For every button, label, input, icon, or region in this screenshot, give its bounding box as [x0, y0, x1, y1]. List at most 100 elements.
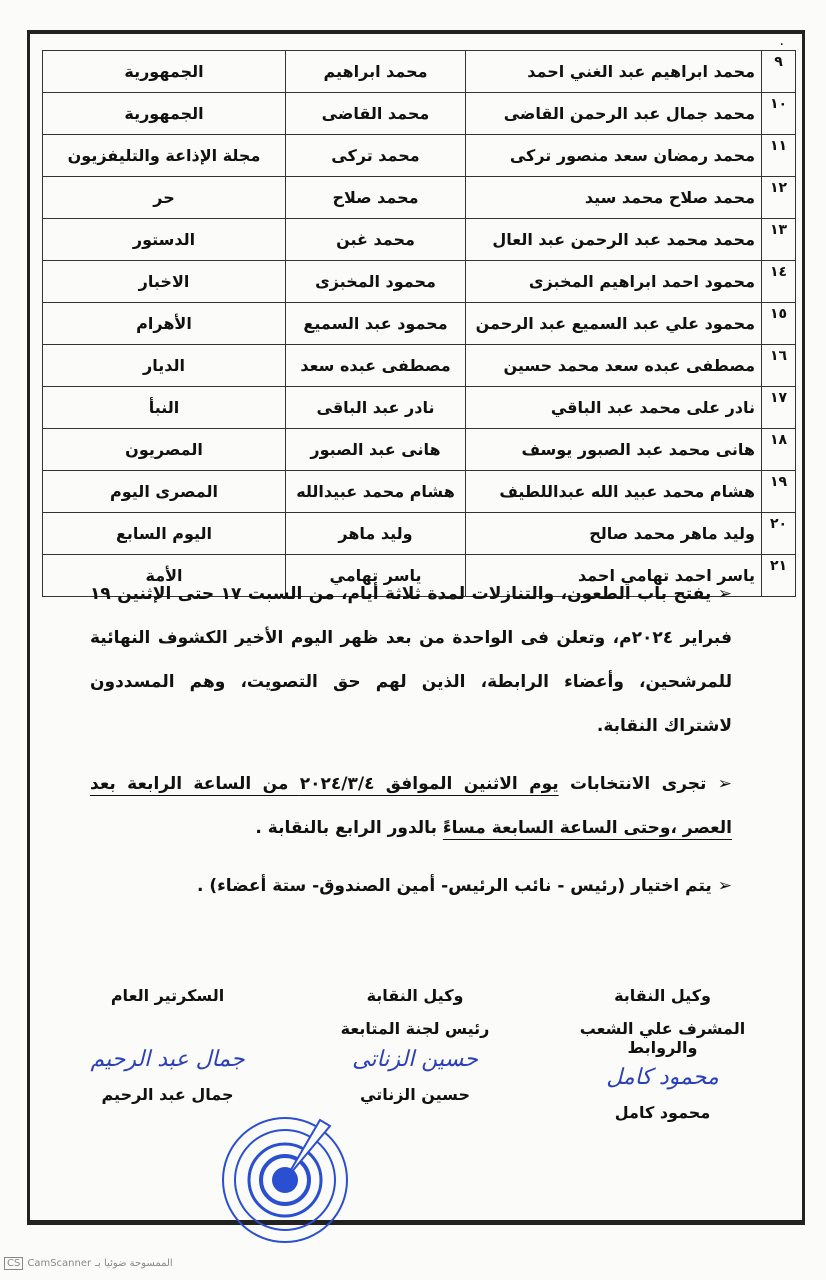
bullet-icon: ➢: [717, 584, 732, 604]
table-row: ١١ محمد رمضان سعد منصور تركى محمد تركى مجلة…: [42, 134, 796, 177]
signature-role: رئيس لجنة المتابعة: [340, 1019, 490, 1038]
full-name: ياسر احمد تهامي احمد: [465, 554, 762, 597]
short-name: هشام محمد عبيدالله: [285, 470, 466, 513]
newspaper: الدستور: [42, 218, 286, 261]
note-3: ➢ يتم اختيار (رئيس - نائب الرئيس- أمين ا…: [90, 864, 732, 908]
newspaper: المصريون: [42, 428, 286, 471]
document-frame: [27, 30, 805, 1225]
note-2: ➢ تجرى الانتخابات يوم الاثنين الموافق ٢٠…: [90, 762, 732, 850]
row-number: ١٩: [761, 470, 796, 513]
table-row: ١٠ محمد جمال عبد الرحمن القاضى محمد القاضى…: [42, 92, 796, 135]
handwritten-signature-2: حسين الزناتى: [352, 1047, 478, 1072]
short-name: محمد صلاح: [285, 176, 466, 219]
note-3-text: يتم اختيار (رئيس - نائب الرئيس- أمين الص…: [196, 876, 712, 896]
full-name: محمود احمد ابراهيم المخبزى: [465, 260, 762, 303]
newspaper: الاخبار: [42, 260, 286, 303]
candidates-table: ٩ محمد ابراهيم عبد الغني احمد محمد ابراهيم…: [42, 50, 796, 597]
short-name: مصطفى عبده سعد: [285, 344, 466, 387]
row-number: ١١: [761, 134, 796, 177]
handwritten-signature-1: محمود كامل: [606, 1065, 719, 1090]
short-name: وليد ماهر: [285, 512, 466, 555]
row-number: ٢١: [761, 554, 796, 597]
syndicate-stamp-icon: [222, 1117, 348, 1243]
signatures-row: السكرتير العام جمال عبد الرحيم جمال عبد …: [50, 986, 780, 1122]
table-row: ٩ محمد ابراهيم عبد الغني احمد محمد ابراهيم…: [42, 50, 796, 93]
newspaper: الجمهورية: [42, 50, 286, 93]
full-name: محمد صلاح محمد سيد: [465, 176, 762, 219]
signature-block-3: السكرتير العام جمال عبد الرحيم جمال عبد …: [50, 986, 285, 1122]
signature-title: وكيل النقابة: [366, 986, 464, 1005]
short-name: محمود المخبزى: [285, 260, 466, 303]
full-name: محمد ابراهيم عبد الغني احمد: [465, 50, 762, 93]
camscanner-caption: الممسوحة ضوئيا بـ: [95, 1258, 173, 1269]
page-mark: ٠: [778, 36, 786, 52]
signature-name: جمال عبد الرحيم: [101, 1085, 234, 1104]
notes-section: ➢ يفتح باب الطعون، والتنازلات لمدة ثلاثة…: [90, 572, 732, 922]
newspaper: الجمهورية: [42, 92, 286, 135]
short-name: محمود عبد السميع: [285, 302, 466, 345]
row-number: ١٨: [761, 428, 796, 471]
table-row: ٢١ ياسر احمد تهامي احمد ياسر تهامي الأمة: [42, 554, 796, 597]
full-name: نادر على محمد عبد الباقي: [465, 386, 762, 429]
signature-title: وكيل النقابة: [614, 986, 711, 1005]
bullet-icon: ➢: [717, 774, 733, 794]
table-row: ١٥ محمود علي عبد السميع عبد الرحمن محمود ع…: [42, 302, 796, 345]
short-name: محمد تركى: [285, 134, 466, 177]
full-name: محمد رمضان سعد منصور تركى: [465, 134, 762, 177]
full-name: وليد ماهر محمد صالح: [465, 512, 762, 555]
note-2-text-c: بالدور الرابع بالنقابة .: [255, 818, 443, 838]
table-row: ١٦ مصطفى عبده سعد محمد حسين مصطفى عبده سعد…: [42, 344, 796, 387]
handwritten-signature-3: جمال عبد الرحيم: [90, 1047, 245, 1072]
table-row: ١٢ محمد صلاح محمد سيد محمد صلاح حر: [42, 176, 796, 219]
row-number: ١٥: [761, 302, 796, 345]
scanner-watermark: CS CamScanner الممسوحة ضوئيا بـ: [4, 1257, 173, 1270]
newspaper: حر: [42, 176, 286, 219]
row-number: ١٠: [761, 92, 796, 135]
note-1-text: يفتح باب الطعون، والتنازلات لمدة ثلاثة أ…: [90, 584, 732, 736]
row-number: ١٤: [761, 260, 796, 303]
row-number: ٩: [761, 50, 796, 93]
newspaper: الأهرام: [42, 302, 286, 345]
table-row: ١٤ محمود احمد ابراهيم المخبزى محمود المخبز…: [42, 260, 796, 303]
signature-role: المشرف علي الشعب والروابط: [579, 1019, 746, 1057]
table-row: ١٣ محمد محمد عبد الرحمن عبد العال محمد غبن…: [42, 218, 796, 261]
note-2-underlined: يوم الاثنين الموافق ٢٠٢٤/٣/٤ من الساعة ا…: [90, 774, 732, 838]
table-row: ١٨ هانى محمد عبد الصبور يوسف هانى عبد الصب…: [42, 428, 796, 471]
newspaper: اليوم السابع: [42, 512, 286, 555]
short-name: محمد غبن: [285, 218, 466, 261]
note-1: ➢ يفتح باب الطعون، والتنازلات لمدة ثلاثة…: [90, 572, 732, 748]
full-name: محمود علي عبد السميع عبد الرحمن: [465, 302, 762, 345]
full-name: هانى محمد عبد الصبور يوسف: [465, 428, 762, 471]
newspaper: النبأ: [42, 386, 286, 429]
newspaper: الديار: [42, 344, 286, 387]
bullet-icon: ➢: [717, 876, 732, 896]
short-name: ياسر تهامي: [285, 554, 466, 597]
newspaper: مجلة الإذاعة والتليفزيون: [42, 134, 286, 177]
short-name: محمد القاضى: [285, 92, 466, 135]
short-name: نادر عبد الباقى: [285, 386, 466, 429]
signature-block-2: وكيل النقابة رئيس لجنة المتابعة حسين الز…: [298, 986, 533, 1122]
row-number: ١٧: [761, 386, 796, 429]
signature-block-1: وكيل النقابة المشرف علي الشعب والروابط م…: [545, 986, 780, 1122]
full-name: هشام محمد عبيد الله عبداللطيف: [465, 470, 762, 513]
row-number: ١٦: [761, 344, 796, 387]
row-number: ٢٠: [761, 512, 796, 555]
table-row: ١٩ هشام محمد عبيد الله عبداللطيف هشام محمد…: [42, 470, 796, 513]
note-2-text-a: تجرى الانتخابات: [558, 774, 707, 794]
short-name: محمد ابراهيم: [285, 50, 466, 93]
newspaper: المصرى اليوم: [42, 470, 286, 513]
signature-name: حسين الزناتي: [360, 1085, 470, 1104]
short-name: هانى عبد الصبور: [285, 428, 466, 471]
full-name: محمد جمال عبد الرحمن القاضى: [465, 92, 762, 135]
signature-title: السكرتير العام: [110, 986, 225, 1005]
signature-name: محمود كامل: [614, 1103, 711, 1122]
full-name: محمد محمد عبد الرحمن عبد العال: [465, 218, 762, 261]
camscanner-label: CamScanner: [27, 1258, 92, 1269]
camscanner-logo: CS: [4, 1257, 24, 1270]
newspaper: الأمة: [42, 554, 286, 597]
row-number: ١٣: [761, 218, 796, 261]
table-row: ٢٠ وليد ماهر محمد صالح وليد ماهر اليوم السا…: [42, 512, 796, 555]
row-number: ١٢: [761, 176, 796, 219]
full-name: مصطفى عبده سعد محمد حسين: [465, 344, 762, 387]
table-row: ١٧ نادر على محمد عبد الباقي نادر عبد الباق…: [42, 386, 796, 429]
